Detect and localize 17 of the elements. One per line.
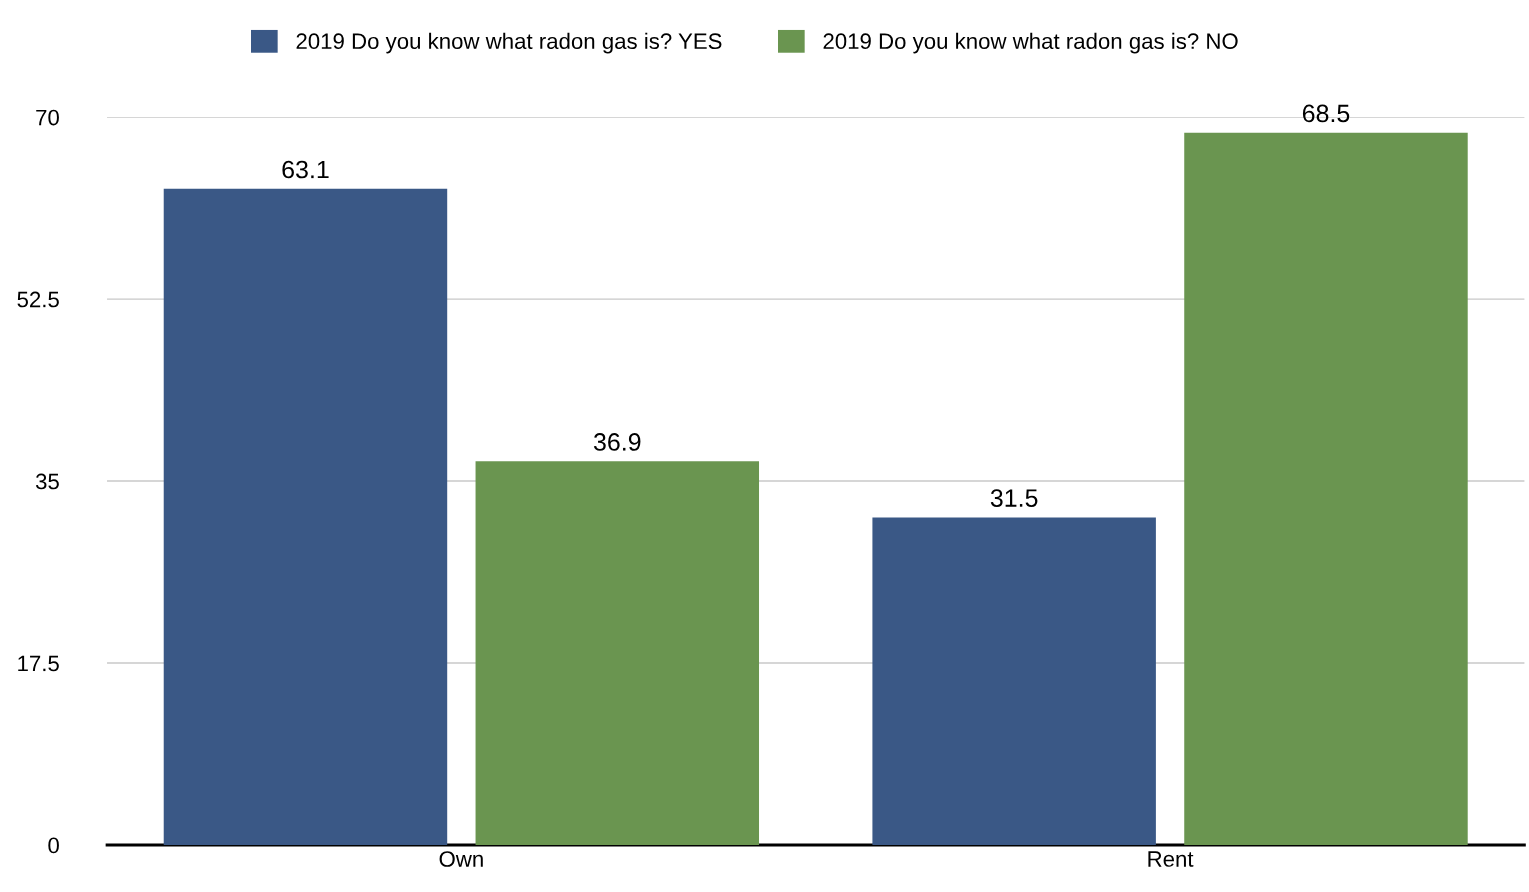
y-tick-label: 52.5 xyxy=(17,291,59,308)
bar xyxy=(163,188,448,845)
y-tick-label: 35 xyxy=(35,473,59,490)
bar xyxy=(475,461,760,845)
data-label: 63.1 xyxy=(282,160,329,179)
bar xyxy=(872,517,1156,845)
data-label: 68.5 xyxy=(1302,104,1350,123)
y-tick-label: 70 xyxy=(36,109,59,126)
legend-label: 2019 Do you know what radon gas is? YES xyxy=(296,32,722,54)
x-tick-label: Own xyxy=(439,851,483,867)
y-tick-label: 17.5 xyxy=(18,655,59,672)
data-label: 31.5 xyxy=(990,489,1038,507)
x-tick-label: Rent xyxy=(1148,851,1194,867)
legend-label: 2019 Do you know what radon gas is? NO xyxy=(823,32,1238,54)
data-label: 36.9 xyxy=(593,433,641,451)
bar xyxy=(1184,132,1468,845)
y-tick-label: 0 xyxy=(48,837,59,854)
